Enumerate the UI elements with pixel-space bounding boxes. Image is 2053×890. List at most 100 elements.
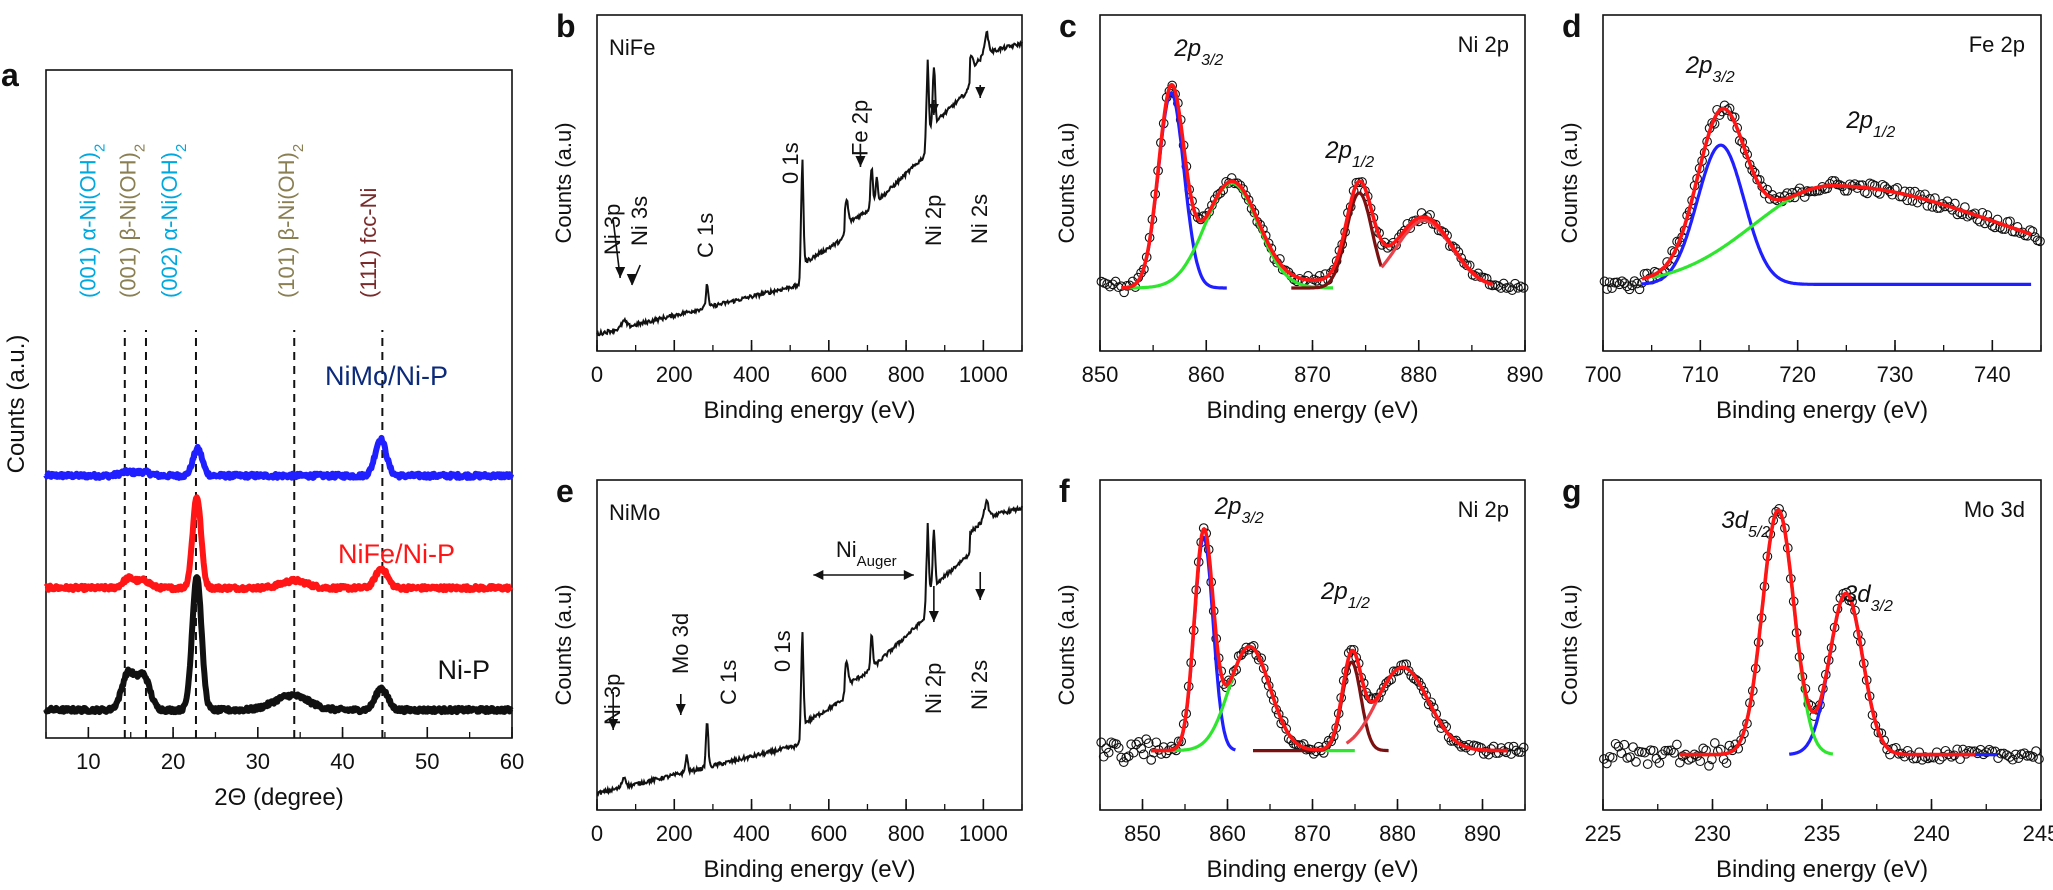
data-point <box>1516 747 1527 757</box>
panel-label: g <box>1562 473 1582 509</box>
x-axis-label: Binding energy (eV) <box>1206 397 1418 424</box>
data-point <box>1654 758 1665 768</box>
panel-label: c <box>1059 8 1077 44</box>
arrow-head <box>855 156 866 167</box>
x-tick-label: 200 <box>656 362 693 387</box>
panel-label: d <box>1562 8 1582 44</box>
data-point <box>1612 277 1622 288</box>
fit-component <box>1641 143 2032 286</box>
data-point <box>1695 756 1706 767</box>
data-point <box>1698 743 1709 754</box>
data-point <box>1619 739 1630 750</box>
panel-label: b <box>556 8 576 44</box>
panel-b: 0 200 400 600 800 1000 Binding energy (eV) b Cou… <box>551 8 1023 424</box>
x-tick-label: 710 <box>1682 362 1719 387</box>
data-point <box>1642 759 1653 769</box>
data-point <box>1625 752 1636 762</box>
peak-label: 2p3/2 <box>1214 493 1264 527</box>
data-point <box>1518 282 1529 293</box>
x-tick-label: 850 <box>1082 362 1119 387</box>
data-point <box>1628 742 1638 752</box>
data-point <box>1236 650 1247 660</box>
x-tick-label: 860 <box>1188 362 1225 387</box>
panel-title: Fe 2p <box>1969 32 2025 57</box>
peak-label: 2p3/2 <box>1685 52 1735 86</box>
x-tick-label: 730 <box>1877 362 1914 387</box>
data-point <box>1148 747 1159 758</box>
x-tick-label: 850 <box>1124 821 1161 846</box>
panel-f: 850 860 870 880 890 Binding energy (eV) f Count… <box>1054 473 1529 883</box>
data-point <box>1672 739 1682 750</box>
y-axis-label: Counts (a.u) <box>551 122 576 243</box>
series-line <box>43 434 515 481</box>
data-point <box>1824 178 1835 189</box>
series-line <box>43 574 514 716</box>
data-point <box>1403 665 1414 676</box>
data-point <box>1507 285 1518 295</box>
data-point <box>2001 750 2012 760</box>
x-axis-label: Binding energy (eV) <box>703 397 915 424</box>
x-tick-label: 30 <box>246 749 270 774</box>
x-tick-label: 800 <box>888 362 925 387</box>
data-point <box>1721 758 1732 768</box>
data-point <box>2028 752 2038 762</box>
x-tick-label: 400 <box>733 821 770 846</box>
data-point <box>1381 678 1392 689</box>
data-point <box>1518 742 1529 753</box>
peak-annotation: (101) β-Ni(OH)2 <box>274 144 307 298</box>
x-tick-label: 50 <box>415 749 439 774</box>
data-point <box>1123 751 1134 762</box>
data-point <box>1631 757 1641 767</box>
data-point <box>1660 745 1671 756</box>
data-point <box>1103 747 1114 758</box>
panel-a: 10 20 30 40 50 60 2Θ (degree) a Counts (a.u.) NiM… <box>1 57 524 811</box>
data-point <box>1999 748 2009 759</box>
data-point <box>1102 279 1112 289</box>
data-point <box>1376 687 1387 698</box>
peak-label: 2p1/2 <box>1320 578 1370 612</box>
data-point <box>2034 754 2044 764</box>
spectrum-line <box>596 498 1023 797</box>
data-point <box>1113 742 1124 753</box>
x-axis-label: Binding energy (eV) <box>703 856 915 883</box>
plot-frame <box>596 479 1023 811</box>
x-tick-label: 720 <box>1779 362 1816 387</box>
panel-title: NiFe <box>609 35 655 60</box>
panel-label: f <box>1059 473 1070 509</box>
fit-envelope <box>1641 106 2032 281</box>
peak-label: 2p1/2 <box>1845 107 1895 141</box>
panel-c: 850 860 870 880 890 Binding energy (eV) c Count… <box>1054 8 1543 424</box>
fit-envelope <box>1679 508 1976 757</box>
data-point <box>1487 280 1498 291</box>
x-tick-label: 245 <box>2023 821 2053 846</box>
x-tick-label: 1000 <box>959 821 1008 846</box>
data-point <box>2035 236 2045 247</box>
data-point <box>1601 758 1612 769</box>
arrow-head <box>975 589 986 600</box>
peak-annotation: C 1s <box>693 213 718 258</box>
x-axis-label: Binding energy (eV) <box>1716 856 1928 883</box>
x-tick-label: 890 <box>1464 821 1501 846</box>
data-point <box>1622 281 1632 292</box>
x-axis-label: Binding energy (eV) <box>1716 397 1928 424</box>
arrow-head <box>928 104 939 115</box>
spectrum-line <box>596 30 1023 337</box>
panel-g: 225 230 235 240 245 Binding energy (eV) g Count… <box>1557 473 2053 883</box>
plot-frame <box>1099 14 1526 352</box>
series-label: Ni-P <box>438 655 491 685</box>
panel-label: e <box>556 473 574 509</box>
x-tick-label: 870 <box>1294 362 1331 387</box>
panel-d: 700 710 720 730 740 Binding energy (eV) d Count… <box>1557 8 2045 424</box>
x-tick-label: 600 <box>810 362 847 387</box>
data-point <box>1663 745 1673 756</box>
x-axis-label: 2Θ (degree) <box>214 784 343 811</box>
arrow-head <box>615 267 626 278</box>
fit-component <box>1651 184 2032 280</box>
x-tick-label: 400 <box>733 362 770 387</box>
fit-component <box>1291 191 1383 290</box>
x-tick-label: 800 <box>888 821 925 846</box>
x-tick-label: 740 <box>1974 362 2011 387</box>
arrow-head <box>626 274 637 285</box>
data-point <box>1704 760 1714 771</box>
panel-title: Ni 2p <box>1458 497 1509 522</box>
